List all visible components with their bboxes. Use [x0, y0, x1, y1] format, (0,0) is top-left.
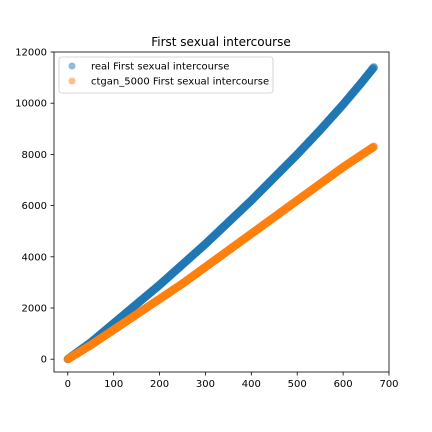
series-layer	[63, 63, 379, 364]
legend-marker	[68, 77, 76, 85]
x-tick-label: 200	[150, 379, 169, 390]
legend-marker	[68, 62, 76, 70]
y-tick-label: 6000	[22, 201, 47, 212]
data-point	[369, 142, 379, 151]
y-tick-label: 10000	[15, 99, 47, 110]
y-tick-label: 8000	[22, 150, 47, 161]
y-tick-label: 4000	[22, 252, 47, 263]
x-tick-label: 500	[288, 379, 307, 390]
legend-box	[58, 56, 274, 94]
x-axis: 0 100 200 300 400 500 600 700	[65, 372, 399, 390]
plot-frame	[53, 51, 390, 373]
x-tick-label: 100	[104, 379, 123, 390]
chart-title: First sexual intercourse	[151, 35, 291, 49]
x-tick-label: 0	[65, 379, 71, 390]
series-ctgan_5000	[63, 142, 379, 364]
legend-label: real First sexual intercourse	[91, 62, 229, 73]
y-tick-label: 12000	[15, 48, 47, 59]
y-axis: 0 2000 4000 6000 8000 10000 12000	[15, 48, 54, 366]
legend: real First sexual intercourse ctgan_5000 …	[58, 56, 274, 94]
x-tick-label: 600	[334, 379, 353, 390]
y-tick-label: 0	[41, 355, 47, 366]
data-point	[369, 63, 379, 72]
x-tick-label: 300	[196, 379, 215, 390]
legend-label: ctgan_5000 First sexual intercourse	[91, 77, 269, 88]
x-tick-label: 400	[242, 379, 261, 390]
x-tick-label: 700	[379, 379, 398, 390]
y-tick-label: 2000	[22, 304, 47, 315]
series-real	[63, 63, 379, 364]
